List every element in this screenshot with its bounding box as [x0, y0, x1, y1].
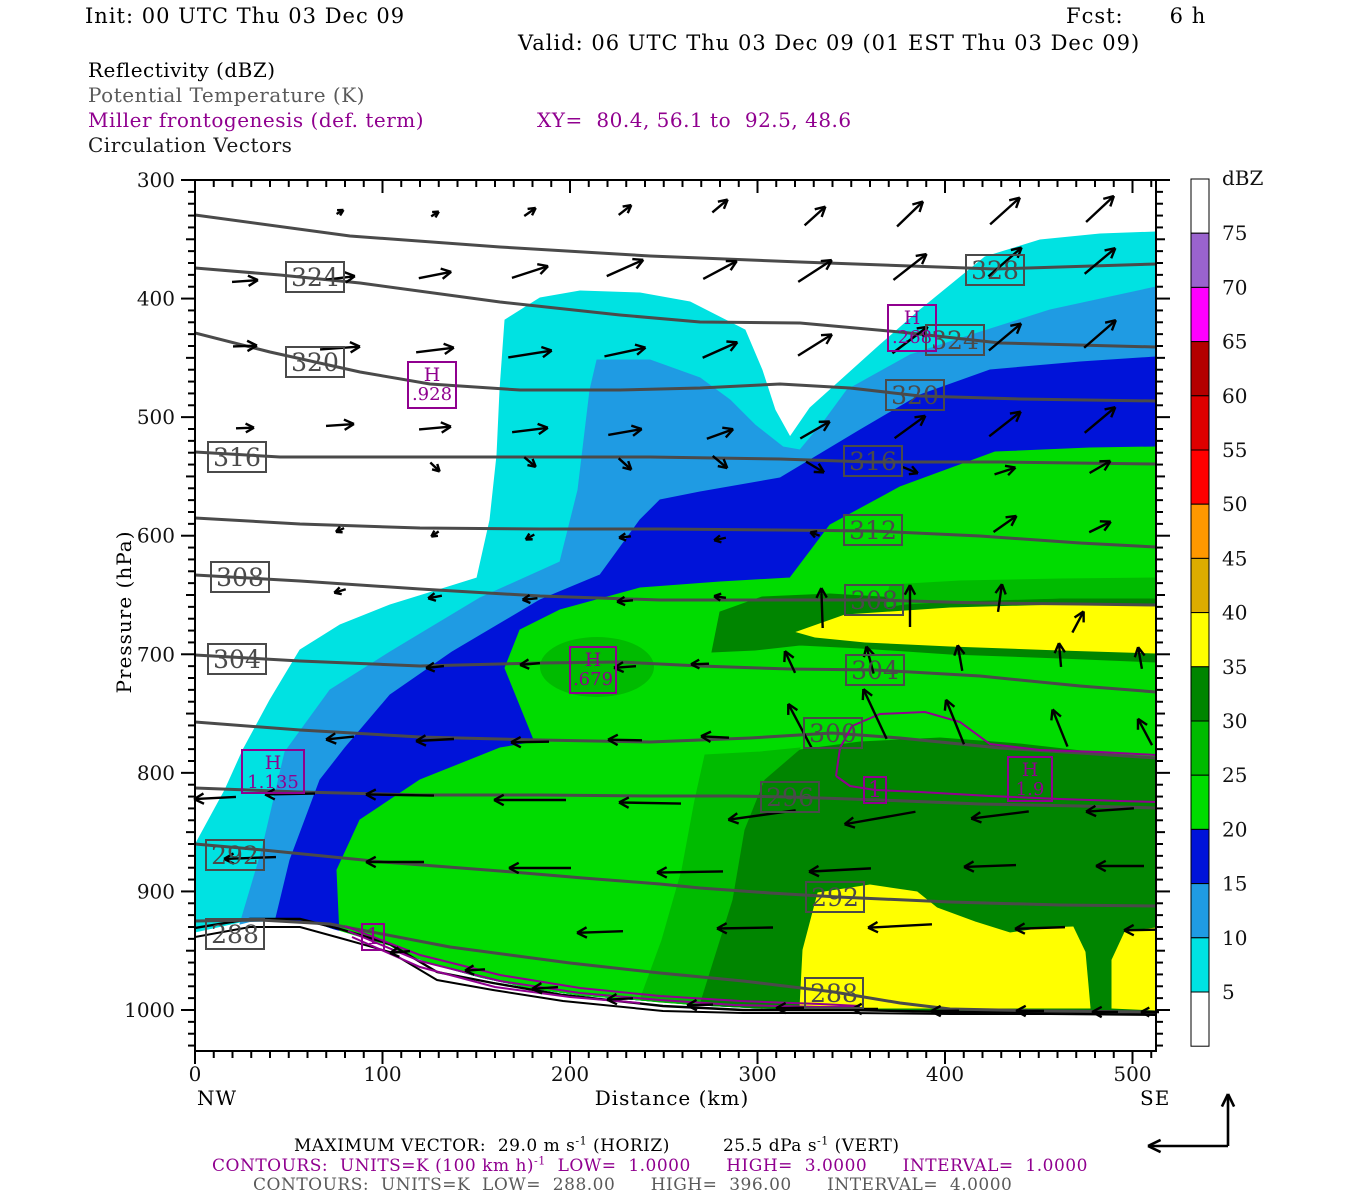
svg-text:20: 20 — [1222, 817, 1247, 841]
y-axis-title: Pressure (hPa) — [112, 530, 136, 694]
svg-text:292: 292 — [811, 883, 859, 912]
svg-text:1000: 1000 — [124, 998, 175, 1022]
svg-text:900: 900 — [137, 879, 175, 903]
legend-reflectivity: Reflectivity (dBZ) — [88, 58, 276, 82]
svg-text:75: 75 — [1222, 221, 1247, 245]
svg-text:304: 304 — [851, 656, 899, 685]
svg-text:1: 1 — [366, 925, 380, 950]
sup-minus-one: -1 — [534, 1154, 546, 1168]
axes: 0 100 200 300 400 500 300 400 500 600 700 800 900 100… — [124, 168, 1170, 1086]
sup-minus-one: -1 — [817, 1134, 829, 1148]
svg-text:1: 1 — [868, 778, 882, 803]
svg-text:25: 25 — [1222, 763, 1247, 787]
svg-text:H: H — [585, 649, 602, 671]
legend-potential-temperature: Potential Temperature (K) — [88, 83, 365, 107]
theta-contours-annotation: CONTOURS: UNITS=K LOW= 288.00 HIGH= 396.… — [253, 1175, 1013, 1195]
svg-text:300: 300 — [738, 1062, 776, 1086]
svg-text:35: 35 — [1222, 655, 1247, 679]
svg-text:300: 300 — [137, 168, 175, 192]
max-vector-annotation: MAXIMUM VECTOR: 29.0 m s-1 (HORIZ) 25.5 … — [294, 1134, 900, 1156]
svg-text:H: H — [424, 364, 441, 386]
svg-text:316: 316 — [213, 443, 261, 472]
circulation-vectors — [193, 194, 1159, 1019]
forecast-hour-label: Fcst: 6 h — [1066, 4, 1207, 28]
svg-text:296: 296 — [766, 783, 814, 812]
svg-text:H: H — [1022, 759, 1039, 781]
svg-text:400: 400 — [926, 1062, 964, 1086]
svg-text:70: 70 — [1222, 275, 1247, 299]
svg-text:304: 304 — [213, 645, 261, 674]
svg-text:5: 5 — [1222, 980, 1235, 1004]
se-corner-label: SE — [1140, 1086, 1171, 1110]
reference-vector-icon — [1147, 1093, 1236, 1154]
svg-text:50: 50 — [1222, 492, 1247, 516]
svg-text:1.135: 1.135 — [247, 772, 299, 793]
svg-text:15: 15 — [1222, 872, 1247, 896]
svg-text:30: 30 — [1222, 709, 1247, 733]
max-vector-text: MAXIMUM VECTOR: 29.0 m s — [294, 1136, 576, 1156]
valid-time-label: Valid: 06 UTC Thu 03 Dec 09 (01 EST Thu … — [518, 31, 1141, 55]
reflectivity-regions — [195, 231, 1156, 1014]
x-axis-title: Distance (km) — [594, 1086, 750, 1110]
svg-text:320: 320 — [891, 381, 939, 410]
svg-text:0: 0 — [189, 1062, 202, 1086]
svg-text:320: 320 — [291, 348, 339, 377]
colorbar: 75 70 65 60 55 50 45 40 35 30 25 20 15 10 5 dBZ — [1190, 166, 1264, 1047]
svg-text:300: 300 — [809, 719, 857, 748]
max-vector-text3: (VERT) — [828, 1136, 900, 1156]
svg-text:65: 65 — [1222, 330, 1247, 354]
svg-text:328: 328 — [971, 256, 1019, 285]
svg-text:1.9: 1.9 — [1016, 779, 1045, 800]
svg-text:288: 288 — [211, 920, 259, 949]
svg-text:H: H — [265, 752, 282, 774]
svg-text:55: 55 — [1222, 438, 1247, 462]
svg-text:308: 308 — [216, 563, 264, 592]
svg-text:400: 400 — [137, 287, 175, 311]
svg-text:dBZ: dBZ — [1222, 166, 1264, 190]
svg-text:312: 312 — [849, 516, 897, 545]
contours1-text2: LOW= 1.0000 HIGH= 3.0000 INTERVAL= 1.000… — [545, 1156, 1088, 1176]
max-vector-text2: (HORIZ) 25.5 dPa s — [587, 1136, 818, 1156]
svg-text:40: 40 — [1222, 601, 1247, 625]
svg-text:308: 308 — [850, 586, 898, 615]
svg-text:.268: .268 — [892, 327, 932, 348]
svg-text:500: 500 — [1113, 1062, 1151, 1086]
svg-text:60: 60 — [1222, 384, 1247, 408]
svg-text:316: 316 — [849, 447, 897, 476]
svg-text:.928: .928 — [412, 384, 452, 405]
contours1-text: CONTOURS: UNITS=K (100 km h) — [212, 1156, 535, 1176]
init-time-label: Init: 00 UTC Thu 03 Dec 09 — [85, 4, 406, 28]
svg-text:45: 45 — [1222, 546, 1247, 570]
theta-contour-labels: 324 320 316 308 304 292 288 328 324 320 316 312 308 3… — [205, 254, 1025, 1009]
legend-frontogenesis: Miller frontogenesis (def. term) — [88, 108, 425, 132]
svg-text:324: 324 — [291, 263, 339, 292]
svg-text:100: 100 — [363, 1062, 401, 1086]
svg-text:288: 288 — [810, 979, 858, 1008]
svg-text:700: 700 — [137, 642, 175, 666]
svg-text:500: 500 — [137, 405, 175, 429]
svg-text:H: H — [904, 307, 921, 329]
svg-text:10: 10 — [1222, 926, 1247, 950]
svg-text:292: 292 — [211, 841, 259, 870]
theta-contours — [195, 213, 1156, 1014]
svg-text:800: 800 — [137, 761, 175, 785]
sup-minus-one: -1 — [575, 1134, 588, 1148]
svg-text:324: 324 — [931, 326, 979, 355]
svg-text:600: 600 — [137, 524, 175, 548]
frontogenesis-contours-annotation: CONTOURS: UNITS=K (100 km h)-1 LOW= 1.00… — [212, 1154, 1088, 1176]
svg-text:.679: .679 — [573, 669, 613, 690]
nw-corner-label: NW — [197, 1086, 238, 1110]
legend-circulation-vectors: Circulation Vectors — [88, 133, 293, 157]
svg-text:200: 200 — [551, 1062, 589, 1086]
xy-range-label: XY= 80.4, 56.1 to 92.5, 48.6 — [537, 108, 852, 132]
